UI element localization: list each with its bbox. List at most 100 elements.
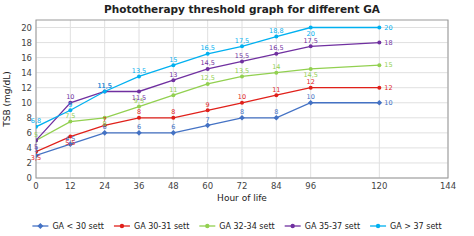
legend-label: GA > 37 sett <box>390 222 442 231</box>
data-label: 20 <box>307 30 315 38</box>
y-grid-line <box>36 162 448 163</box>
data-label: 11,5 <box>97 82 111 90</box>
data-label: 14,5 <box>200 59 214 67</box>
data-label: 10 <box>307 93 315 101</box>
point <box>137 89 141 93</box>
y-tick-label: 10 <box>21 98 32 108</box>
point <box>137 74 141 78</box>
x-grid-line <box>173 20 174 178</box>
y-tick-label: 14 <box>21 68 32 78</box>
x-tick-label: 84 <box>271 181 282 191</box>
x-tick-label: 0 <box>33 181 38 191</box>
point <box>36 125 38 129</box>
legend-marker <box>120 224 124 228</box>
legend-item: GA 32-34 sett <box>199 222 274 231</box>
data-label: 17,5 <box>303 37 317 45</box>
y-axis-label: TSB (mg/dL) <box>2 71 12 128</box>
point <box>206 108 210 112</box>
data-label: 15 <box>169 56 177 64</box>
y-tick-label: 12 <box>21 83 32 93</box>
chart: Phototherapy threshold graph for differe… <box>0 0 474 236</box>
point <box>171 93 175 97</box>
data-label: 6 <box>137 123 141 131</box>
data-label: 7,5 <box>65 112 75 120</box>
point <box>240 59 244 63</box>
point <box>377 100 383 106</box>
point <box>206 82 210 86</box>
x-tick-label: 120 <box>371 181 387 191</box>
plot-frame <box>36 20 448 178</box>
point <box>377 26 381 30</box>
grid <box>36 20 448 178</box>
legend-item: GA 35-37 sett <box>285 222 360 231</box>
x-tick-label: 48 <box>168 181 179 191</box>
data-label: 10 <box>238 93 246 101</box>
x-grid-line <box>104 20 105 178</box>
data-label: 15 <box>384 61 392 69</box>
series-line <box>36 65 379 140</box>
legend-item: GA < 30 sett <box>32 222 104 231</box>
point <box>240 101 244 105</box>
data-label: 12,5 <box>200 74 214 82</box>
point <box>103 89 107 93</box>
point <box>171 116 175 120</box>
data-label: 14 <box>272 63 280 71</box>
y-tick-label: 16 <box>21 53 32 63</box>
data-label: 6,8 <box>31 117 41 125</box>
x-tick-label: 96 <box>305 181 316 191</box>
point <box>137 116 141 120</box>
series-line <box>36 43 379 141</box>
point <box>377 86 381 90</box>
y-tick-label: 0 <box>27 173 32 183</box>
data-label: 13,5 <box>235 67 249 75</box>
data-labels: 34,566678810103,55,578891011121257,589,5… <box>31 24 393 162</box>
legend: GA < 30 sett GA 30-31 sett GA 32-34 sett GA… <box>32 222 441 231</box>
point <box>377 41 381 45</box>
legend-label: GA 30-31 sett <box>134 222 189 231</box>
data-label: 13,5 <box>132 67 146 75</box>
data-label: 8 <box>274 108 278 116</box>
x-tick-label: 36 <box>134 181 145 191</box>
legend-marker <box>37 223 43 229</box>
y-grid-line <box>36 147 448 148</box>
point <box>309 86 313 90</box>
data-label: 8 <box>137 108 141 116</box>
point <box>274 52 278 56</box>
point <box>103 89 107 93</box>
legend-label: GA 35-37 sett <box>305 222 360 231</box>
point <box>309 26 313 30</box>
x-tick-label: 12 <box>65 181 76 191</box>
data-label: 16,5 <box>200 44 214 52</box>
data-label: 18 <box>384 39 392 47</box>
data-label: 12 <box>307 78 315 86</box>
point <box>240 44 244 48</box>
y-tick-label: 6 <box>27 128 32 138</box>
point <box>36 138 38 142</box>
x-tick-label: 60 <box>202 181 213 191</box>
x-tick-label: 24 <box>99 181 110 191</box>
data-label: 11 <box>169 86 177 94</box>
point <box>240 74 244 78</box>
point <box>171 78 175 82</box>
x-axis-label: Hour of life <box>217 193 267 203</box>
data-label: 16,5 <box>269 44 283 52</box>
data-label: 10 <box>384 99 392 107</box>
data-label: 11,5 <box>97 82 111 90</box>
point <box>274 93 278 97</box>
data-label: 3,5 <box>31 154 41 162</box>
point <box>206 52 210 56</box>
legend-label: GA < 30 sett <box>52 222 104 231</box>
data-label: 12 <box>384 84 392 92</box>
data-label: 9 <box>206 101 210 109</box>
data-label: 17,5 <box>235 37 249 45</box>
data-label: 13 <box>169 71 177 79</box>
data-label: 14,5 <box>303 71 317 79</box>
y-grid-line <box>36 132 448 133</box>
legend-marker <box>205 224 209 228</box>
point <box>309 67 313 71</box>
data-label: 8 <box>171 108 175 116</box>
point <box>274 71 278 75</box>
point <box>68 120 72 124</box>
data-label: 11,5 <box>132 94 146 102</box>
data-label: 20 <box>384 24 392 32</box>
